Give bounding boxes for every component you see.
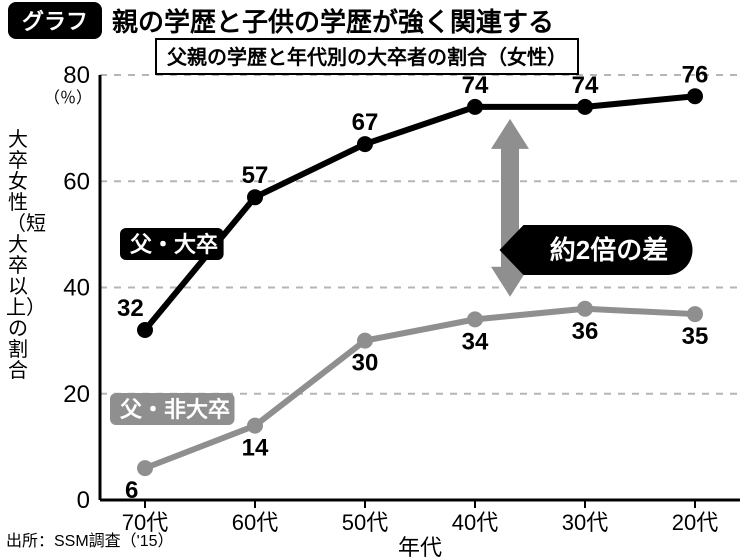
series-marker xyxy=(687,306,703,322)
value-label: 34 xyxy=(462,328,489,355)
callout-text: 約2倍の差 xyxy=(550,235,668,265)
chart-svg: 020406080（％）70代60代50代40代30代20代年代32576774… xyxy=(0,0,750,557)
x-tick-label: 30代 xyxy=(562,510,608,535)
subtitle-box: 父親の学歴と年代別の大卒者の割合（女性） xyxy=(155,38,579,75)
series-marker xyxy=(357,136,373,152)
series-marker xyxy=(247,418,263,434)
y-tick-label: 40 xyxy=(63,275,90,302)
series-marker xyxy=(247,189,263,205)
source-text: 出所：SSM調査（'15） xyxy=(6,527,174,551)
value-label: 67 xyxy=(352,109,379,136)
legend-label-0: 父・大卒 xyxy=(130,232,218,257)
y-unit-label: （％） xyxy=(44,89,92,107)
header: グラフ 親の学歴と子供の学歴が強く関連する xyxy=(0,2,554,39)
value-label: 35 xyxy=(682,323,709,350)
y-tick-label: 80 xyxy=(63,62,90,89)
value-label: 32 xyxy=(117,295,144,322)
value-label: 76 xyxy=(682,61,709,88)
series-marker xyxy=(357,333,373,349)
value-label: 74 xyxy=(462,72,489,99)
y-tick-label: 0 xyxy=(77,487,90,514)
series-line-1 xyxy=(145,309,695,468)
value-label: 36 xyxy=(572,318,599,345)
x-tick-label: 40代 xyxy=(452,510,498,535)
series-line-0 xyxy=(145,96,695,330)
subtitle-text: 父親の学歴と年代別の大卒者の割合（女性） xyxy=(167,47,567,69)
y-axis-title: 大卒女性（短大卒以上）の割合 xyxy=(6,130,30,382)
y-tick-label: 20 xyxy=(63,381,90,408)
chart-container: グラフ 親の学歴と子供の学歴が強く関連する 父親の学歴と年代別の大卒者の割合（女… xyxy=(0,0,750,557)
value-label: 6 xyxy=(125,477,138,504)
series-marker xyxy=(687,88,703,104)
value-label: 30 xyxy=(352,350,379,377)
series-marker xyxy=(467,311,483,327)
series-marker xyxy=(467,99,483,115)
x-tick-label: 50代 xyxy=(342,510,388,535)
series-marker xyxy=(577,99,593,115)
series-marker xyxy=(137,322,153,338)
x-tick-label: 60代 xyxy=(232,510,278,535)
y-tick-label: 60 xyxy=(63,168,90,195)
value-label: 57 xyxy=(242,162,269,189)
value-label: 74 xyxy=(572,72,599,99)
series-marker xyxy=(577,301,593,317)
header-badge: グラフ xyxy=(8,2,102,39)
legend-label-1: 父・非大卒 xyxy=(120,397,230,422)
series-marker xyxy=(137,460,153,476)
header-title: 親の学歴と子供の学歴が強く関連する xyxy=(112,2,554,39)
x-tick-label: 20代 xyxy=(672,510,718,535)
value-label: 14 xyxy=(242,435,269,462)
x-axis-title: 年代 xyxy=(398,535,442,557)
